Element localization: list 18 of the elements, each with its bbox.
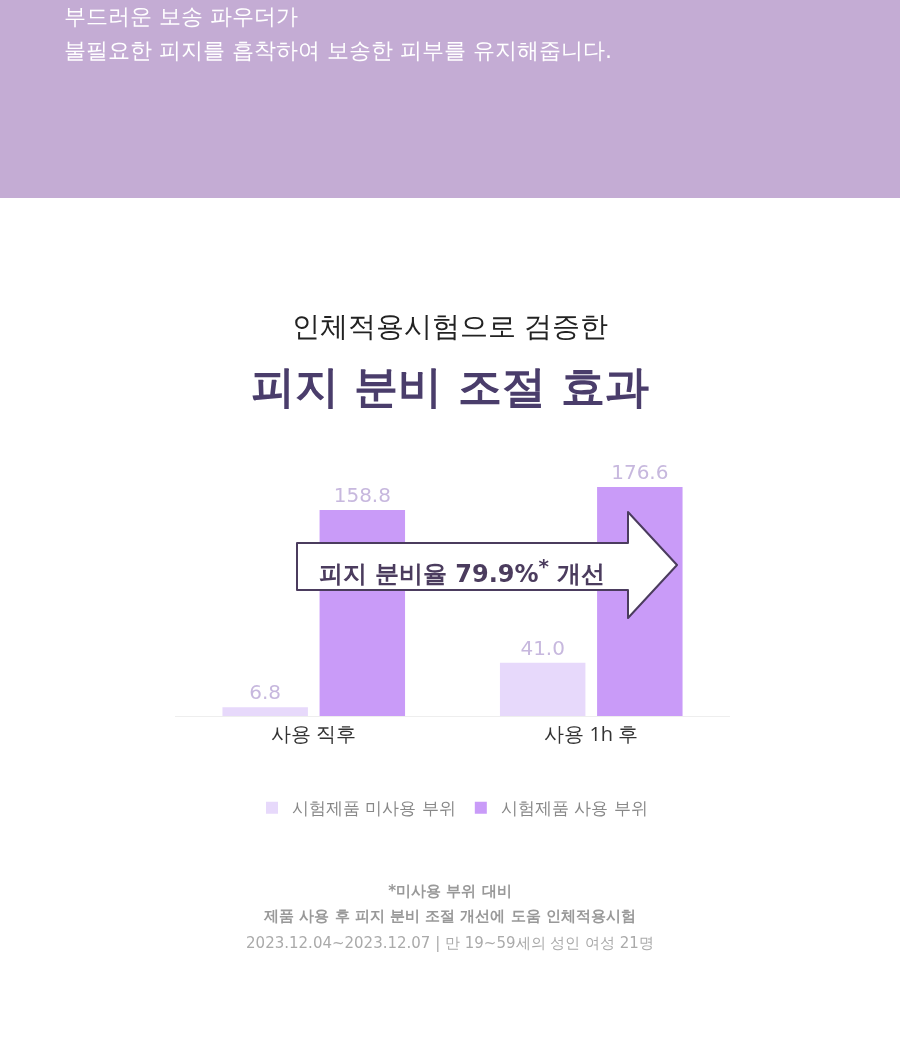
text: 불필요한 피지를 흡착하여 보송한 피부를 유지해줍니다. — [64, 37, 612, 65]
text: *미사용 부위 대비 — [387, 882, 513, 901]
chart-subtitle: 인체적용시험으로 검증한 — [290, 309, 610, 345]
text: 2023.12.04~2023.12.07 | 만 19~59세의 성인 여성 21명 — [245, 934, 655, 953]
x-tick-label: 사용 1h 후 — [544, 720, 639, 747]
data-label: 176.6 — [611, 460, 669, 485]
text: 부드러운 보송 파우더가 — [64, 3, 298, 31]
data-label: 41.0 — [520, 635, 565, 660]
text: 제품 사용 후 피지 분비 조절 개선에 도움 인체적용시험 — [263, 907, 637, 926]
data-label: 6.8 — [249, 680, 282, 705]
bar — [499, 662, 586, 716]
legend-label: 시험제품 사용 부위 — [500, 798, 648, 819]
bar — [222, 707, 308, 716]
chart-title: 피지 분비 조절 효과 — [250, 360, 650, 414]
x-tick-label: 사용 직후 — [271, 720, 357, 747]
legend-label: 시험제품 미사용 부위 — [292, 798, 456, 819]
annotation: 피지 분비율 79.9%$^{*}$ 개선 — [317, 553, 607, 590]
data-label: 158.8 — [333, 483, 391, 508]
